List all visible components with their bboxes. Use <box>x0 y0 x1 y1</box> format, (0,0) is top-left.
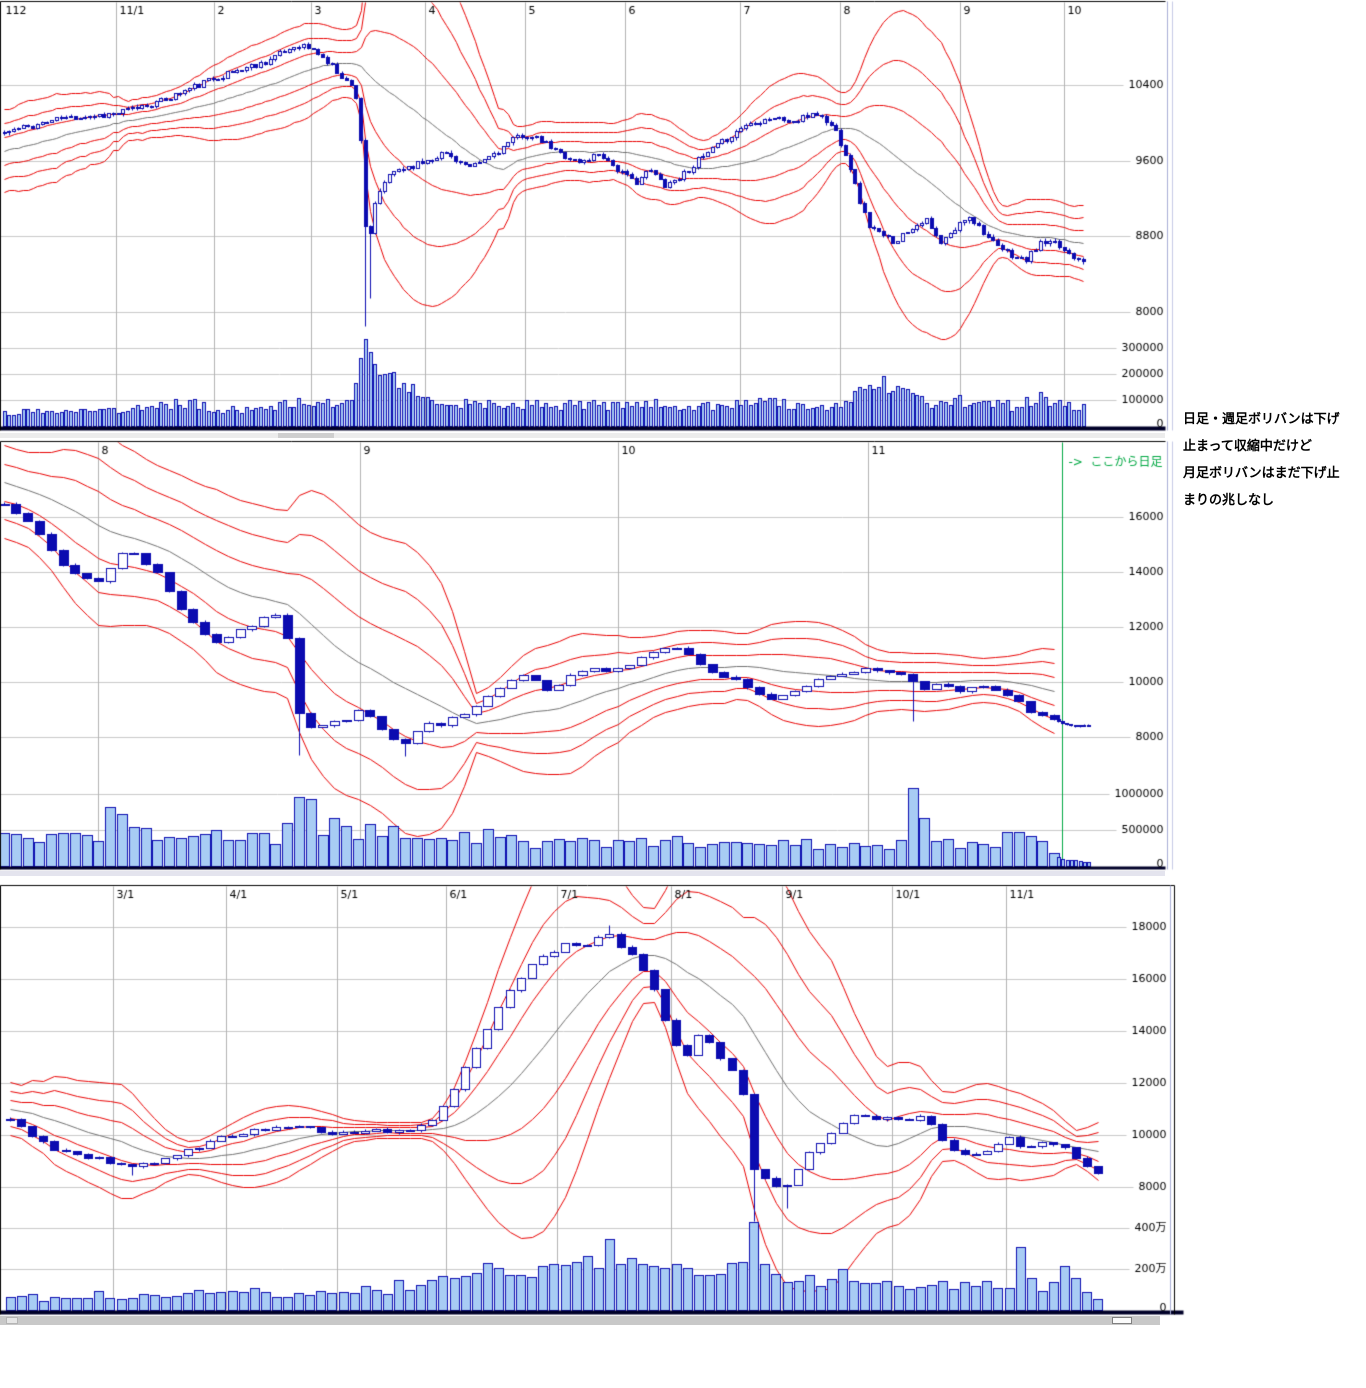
note-line-2: 止まって収縮中だけど <box>1183 439 1312 454</box>
note-line-1: 日足・週足ボリバンは下げ <box>1183 412 1340 427</box>
top-chart-scrollbar-thumb[interactable] <box>278 433 334 438</box>
bottom-chart-scrollbar[interactable] <box>0 1316 1160 1325</box>
middle-chart-scrollbar[interactable] <box>0 871 1165 876</box>
top-chart-scrollbar[interactable] <box>0 433 1165 438</box>
note-line-3: 月足ボリバンはまだ下げ止 <box>1183 466 1340 481</box>
analyst-note: 日足・週足ボリバンは下げ 止まって収縮中だけど 月足ボリバンはまだ下げ止 まりの… <box>1183 406 1363 514</box>
note-line-4: まりの兆しなし <box>1183 493 1275 508</box>
bottom-chart-scrollbar-thumb[interactable] <box>1112 1317 1132 1324</box>
bottom-chart-scrollbar-left-button[interactable] <box>6 1317 18 1324</box>
